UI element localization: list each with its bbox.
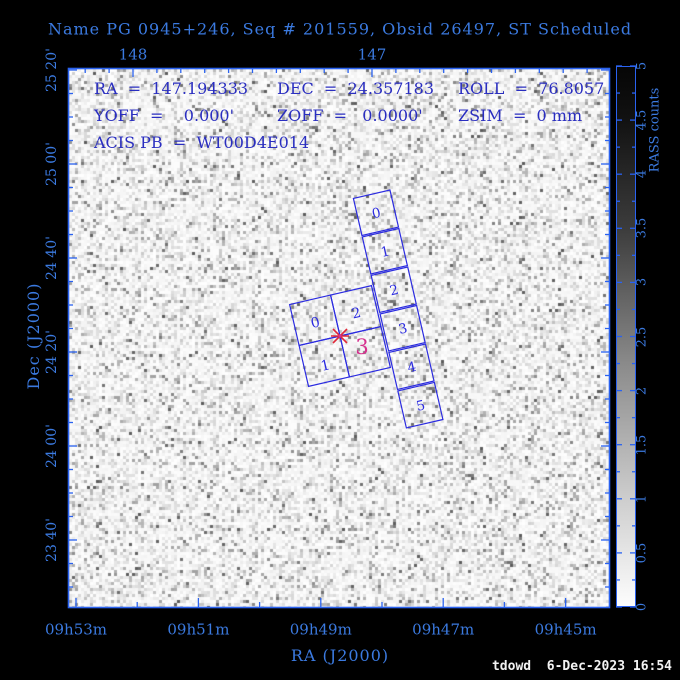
x-axis-tick-label: 09h47m <box>412 620 475 639</box>
y-axis-tick-label: 25 00' <box>44 142 60 186</box>
y-axis-tick-label: 24 00' <box>44 424 60 468</box>
colorbar-tick-label: 1.5 <box>634 434 650 456</box>
plot-title: Name PG 0945+246, Seq # 201559, Obsid 26… <box>47 19 633 39</box>
y-axis-tick-label: 25 20' <box>44 48 60 92</box>
acis-s-chip-label: 4 <box>406 359 418 377</box>
acis-i-chip-label: 2 <box>350 305 362 323</box>
x-axis-top-tick-label: 147 <box>357 45 387 64</box>
colorbar-tick-label: 4.5 <box>634 109 650 131</box>
info-yoff: YOFF = 0.000' <box>94 106 235 125</box>
acis-s-chip-outline[interactable] <box>352 189 400 237</box>
info-dec: DEC = 24.357183 <box>277 79 435 98</box>
acis-s-chip-outline[interactable] <box>370 266 417 314</box>
info-zsim: ZSIM = 0 mm <box>458 106 583 125</box>
colorbar-tick-label: 0 <box>634 602 650 612</box>
acis-s-chip-label: 3 <box>397 320 409 338</box>
colorbar-tick-label: 3 <box>634 278 650 287</box>
aimpoint-marker[interactable] <box>331 328 349 344</box>
acis-i-chip-label: 1 <box>319 357 331 375</box>
acis-s-chip-outline[interactable] <box>397 381 444 429</box>
colorbar-tick-label: 4 <box>634 170 650 179</box>
x-axis-top-tick-label: 148 <box>118 45 148 64</box>
acis-s-chip-outline[interactable] <box>388 343 435 391</box>
info-roll: ROLL = 76.8057 <box>458 79 605 98</box>
plot-frame <box>67 67 611 609</box>
y-axis-tick-label: 23 40' <box>44 518 60 562</box>
acis-s-chip-label: 5 <box>415 397 427 415</box>
colorbar-tick-label: 2 <box>634 386 650 395</box>
footer-user-timestamp: tdowd 6-Dec-2023 16:54 <box>491 659 672 674</box>
x-axis-tick-label: 09h49m <box>289 620 352 639</box>
colorbar-tick-label: 1 <box>634 494 650 503</box>
acis-s-chip-outline[interactable] <box>361 227 409 275</box>
acis-s-chip-outline[interactable] <box>379 304 426 352</box>
acis-s-chip-label: 2 <box>388 282 400 300</box>
y-axis-tick-label: 24 40' <box>44 236 60 280</box>
colorbar-tick-label: 2.5 <box>634 326 650 347</box>
acis-i-chip-label: 0 <box>309 314 321 332</box>
acis-i-chip-outline[interactable] <box>339 325 392 378</box>
x-axis-title: RA (J2000) <box>290 646 390 665</box>
x-axis-tick-label: 09h53m <box>44 620 108 639</box>
acis-s-chip-label: 1 <box>379 243 391 261</box>
x-axis-tick-label: 09h45m <box>534 620 597 639</box>
info-ra: RA = 147.194333 <box>94 79 249 98</box>
acis-fov-overlay[interactable]: 0 2 1 0 1 2 3 4 5 <box>270 189 444 447</box>
x-axis-tick-label: 09h51m <box>167 620 230 639</box>
colorbar-tick-label: 5 <box>634 61 650 71</box>
acis-s-chip-label: 0 <box>370 205 382 223</box>
y-axis-tick-label: 24 20' <box>44 330 60 374</box>
colorbar-tick-label: 3.5 <box>634 217 650 239</box>
info-acis-pb: ACIS PB = WT00D4E014 <box>94 133 310 152</box>
aimpoint-chip-label: 3 <box>355 335 368 359</box>
info-zoff: ZOFF = 0.0000' <box>277 106 423 125</box>
colorbar-tick-label: 0.5 <box>634 542 650 564</box>
